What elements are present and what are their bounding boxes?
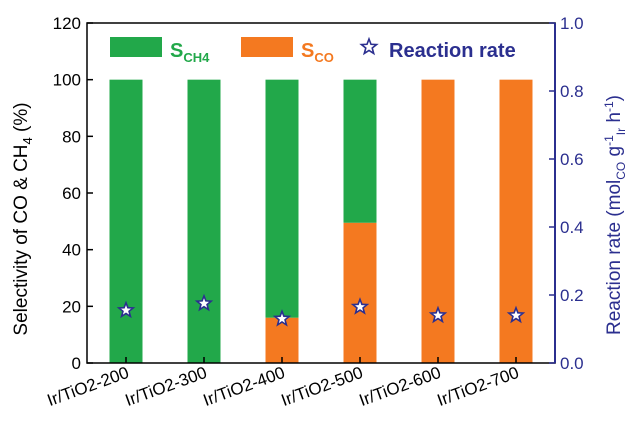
axes-layer: [86, 22, 556, 364]
bar-ch4-0: [109, 79, 143, 364]
x-tick-label-3: Ir/TiO2-500: [279, 363, 366, 410]
y-tick-label-2: 40: [62, 241, 81, 260]
legend: SCH4 SCO Reaction rate: [110, 36, 516, 65]
y2-tick-label-5: 1.0: [560, 14, 584, 33]
bar-co-3: [343, 222, 377, 363]
y2-tick-label-2: 0.4: [560, 218, 584, 237]
y2-label-mid2: h: [604, 112, 625, 128]
rate-star-2: [272, 309, 292, 327]
rate-star-0: [116, 300, 136, 319]
y-axis-label: Selectivity of CO & CH4 (%): [11, 102, 35, 335]
rate-star-4: [428, 305, 448, 324]
y2-tick-label-3: 0.6: [560, 150, 584, 169]
bar-ch4-3: [343, 79, 377, 223]
legend-label-co: SCO: [301, 40, 334, 65]
legend-label-rate: Reaction rate: [389, 40, 516, 62]
legend-swatch-ch4: [110, 37, 162, 57]
legend-label-ch4: SCH4: [170, 40, 210, 65]
y2-axis-label: Reaction rate (molCO g-1Ir h-1): [602, 95, 628, 335]
y-tick-label-0: 0: [72, 354, 81, 373]
legend-ch4-main: S: [170, 40, 183, 62]
y-axis-label-part1: Selectivity of CO & CH: [11, 144, 32, 335]
bar-co-2: [265, 317, 299, 363]
y2-tick-label-0: 0.0: [560, 354, 584, 373]
bar-co-5: [499, 79, 533, 364]
y2-label-sup1: -1: [602, 135, 616, 146]
y-axis-label-sub: 4: [20, 137, 35, 144]
bars-layer: [109, 79, 533, 364]
y2-tick-label-1: 0.2: [560, 286, 584, 305]
y-tick-label-5: 100: [53, 71, 81, 90]
y2-label-sup2: -1: [602, 101, 616, 112]
y2-tick-label-4: 0.8: [560, 82, 584, 101]
legend-co-main: S: [301, 40, 314, 62]
y-tick-label-3: 60: [62, 184, 81, 203]
rate-star-5: [506, 305, 526, 324]
bar-co-4: [421, 79, 455, 364]
x-tick-label-4: Ir/TiO2-600: [357, 363, 444, 410]
y-tick-label-4: 80: [62, 127, 81, 146]
y2-label-sub2: Ir: [614, 128, 628, 135]
legend-star-icon: [359, 36, 379, 56]
x-tick-label-1: Ir/TiO2-300: [123, 363, 210, 410]
bar-ch4-2: [265, 79, 299, 318]
x-tick-label-0: Ir/TiO2-200: [45, 363, 132, 410]
x-tick-label-2: Ir/TiO2-400: [201, 363, 288, 410]
legend-co-sub: CO: [314, 50, 334, 65]
rate-star-3: [350, 297, 370, 315]
stars-layer: [116, 293, 526, 327]
rate-star-1: [194, 293, 214, 312]
y-tick-label-6: 120: [53, 14, 81, 33]
y2-label-part1: Reaction rate (mol: [604, 180, 625, 335]
legend-ch4-sub: CH4: [183, 50, 210, 65]
y2-label-sub1: CO: [614, 162, 628, 180]
legend-swatch-co: [241, 37, 293, 57]
y-axis-label-part2: (%): [11, 102, 32, 137]
plot-frame: [86, 22, 556, 364]
y2-label-end: ): [604, 95, 625, 101]
bar-ch4-1: [187, 79, 221, 364]
y2-label-mid1: g: [604, 146, 625, 162]
x-tick-label-5: Ir/TiO2-700: [435, 363, 522, 410]
y-tick-label-1: 20: [62, 297, 81, 316]
